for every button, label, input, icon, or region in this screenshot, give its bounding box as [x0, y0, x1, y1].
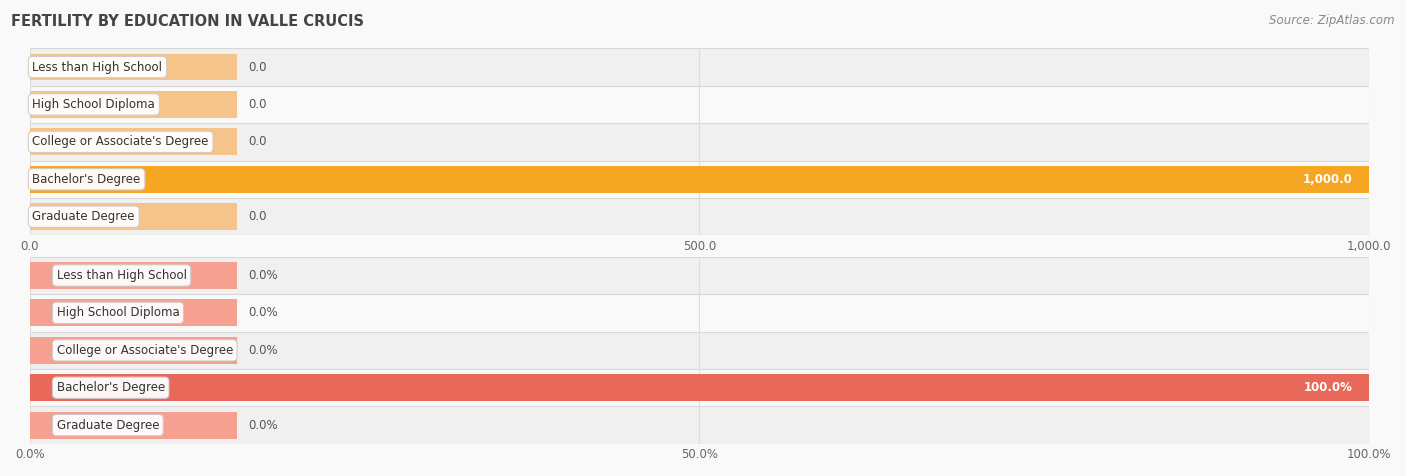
Bar — [30, 91, 238, 118]
Bar — [30, 166, 1369, 193]
Text: Bachelor's Degree: Bachelor's Degree — [32, 173, 141, 186]
Text: 0.0%: 0.0% — [247, 344, 277, 357]
Text: Less than High School: Less than High School — [56, 269, 187, 282]
Bar — [30, 412, 238, 438]
Text: 0.0: 0.0 — [247, 135, 267, 149]
Text: Source: ZipAtlas.com: Source: ZipAtlas.com — [1270, 14, 1395, 27]
Bar — [30, 337, 238, 364]
Bar — [30, 374, 1369, 401]
Bar — [30, 369, 1369, 407]
Bar — [30, 54, 238, 80]
Bar — [30, 123, 1369, 160]
Text: FERTILITY BY EDUCATION IN VALLE CRUCIS: FERTILITY BY EDUCATION IN VALLE CRUCIS — [11, 14, 364, 30]
Bar — [30, 160, 1369, 198]
Text: College or Associate's Degree: College or Associate's Degree — [56, 344, 233, 357]
Text: High School Diploma: High School Diploma — [32, 98, 155, 111]
Text: 100.0%: 100.0% — [1303, 381, 1353, 394]
Text: Bachelor's Degree: Bachelor's Degree — [56, 381, 165, 394]
Bar — [30, 299, 238, 327]
Bar — [30, 49, 1369, 86]
Bar — [30, 198, 1369, 236]
Text: 0.0: 0.0 — [247, 98, 267, 111]
Text: 0.0: 0.0 — [247, 60, 267, 73]
Bar — [30, 407, 1369, 444]
Bar — [30, 262, 238, 289]
Text: 0.0: 0.0 — [247, 210, 267, 223]
Text: Less than High School: Less than High School — [32, 60, 163, 73]
Text: 0.0%: 0.0% — [247, 307, 277, 319]
Bar — [30, 129, 238, 155]
Bar — [30, 86, 1369, 123]
Bar — [30, 332, 1369, 369]
Text: 0.0%: 0.0% — [247, 418, 277, 432]
Bar — [30, 294, 1369, 332]
Text: 0.0%: 0.0% — [247, 269, 277, 282]
Text: College or Associate's Degree: College or Associate's Degree — [32, 135, 209, 149]
Text: Graduate Degree: Graduate Degree — [32, 210, 135, 223]
Bar — [30, 203, 238, 230]
Text: Graduate Degree: Graduate Degree — [56, 418, 159, 432]
Text: 1,000.0: 1,000.0 — [1303, 173, 1353, 186]
Text: High School Diploma: High School Diploma — [56, 307, 180, 319]
Bar — [30, 257, 1369, 294]
